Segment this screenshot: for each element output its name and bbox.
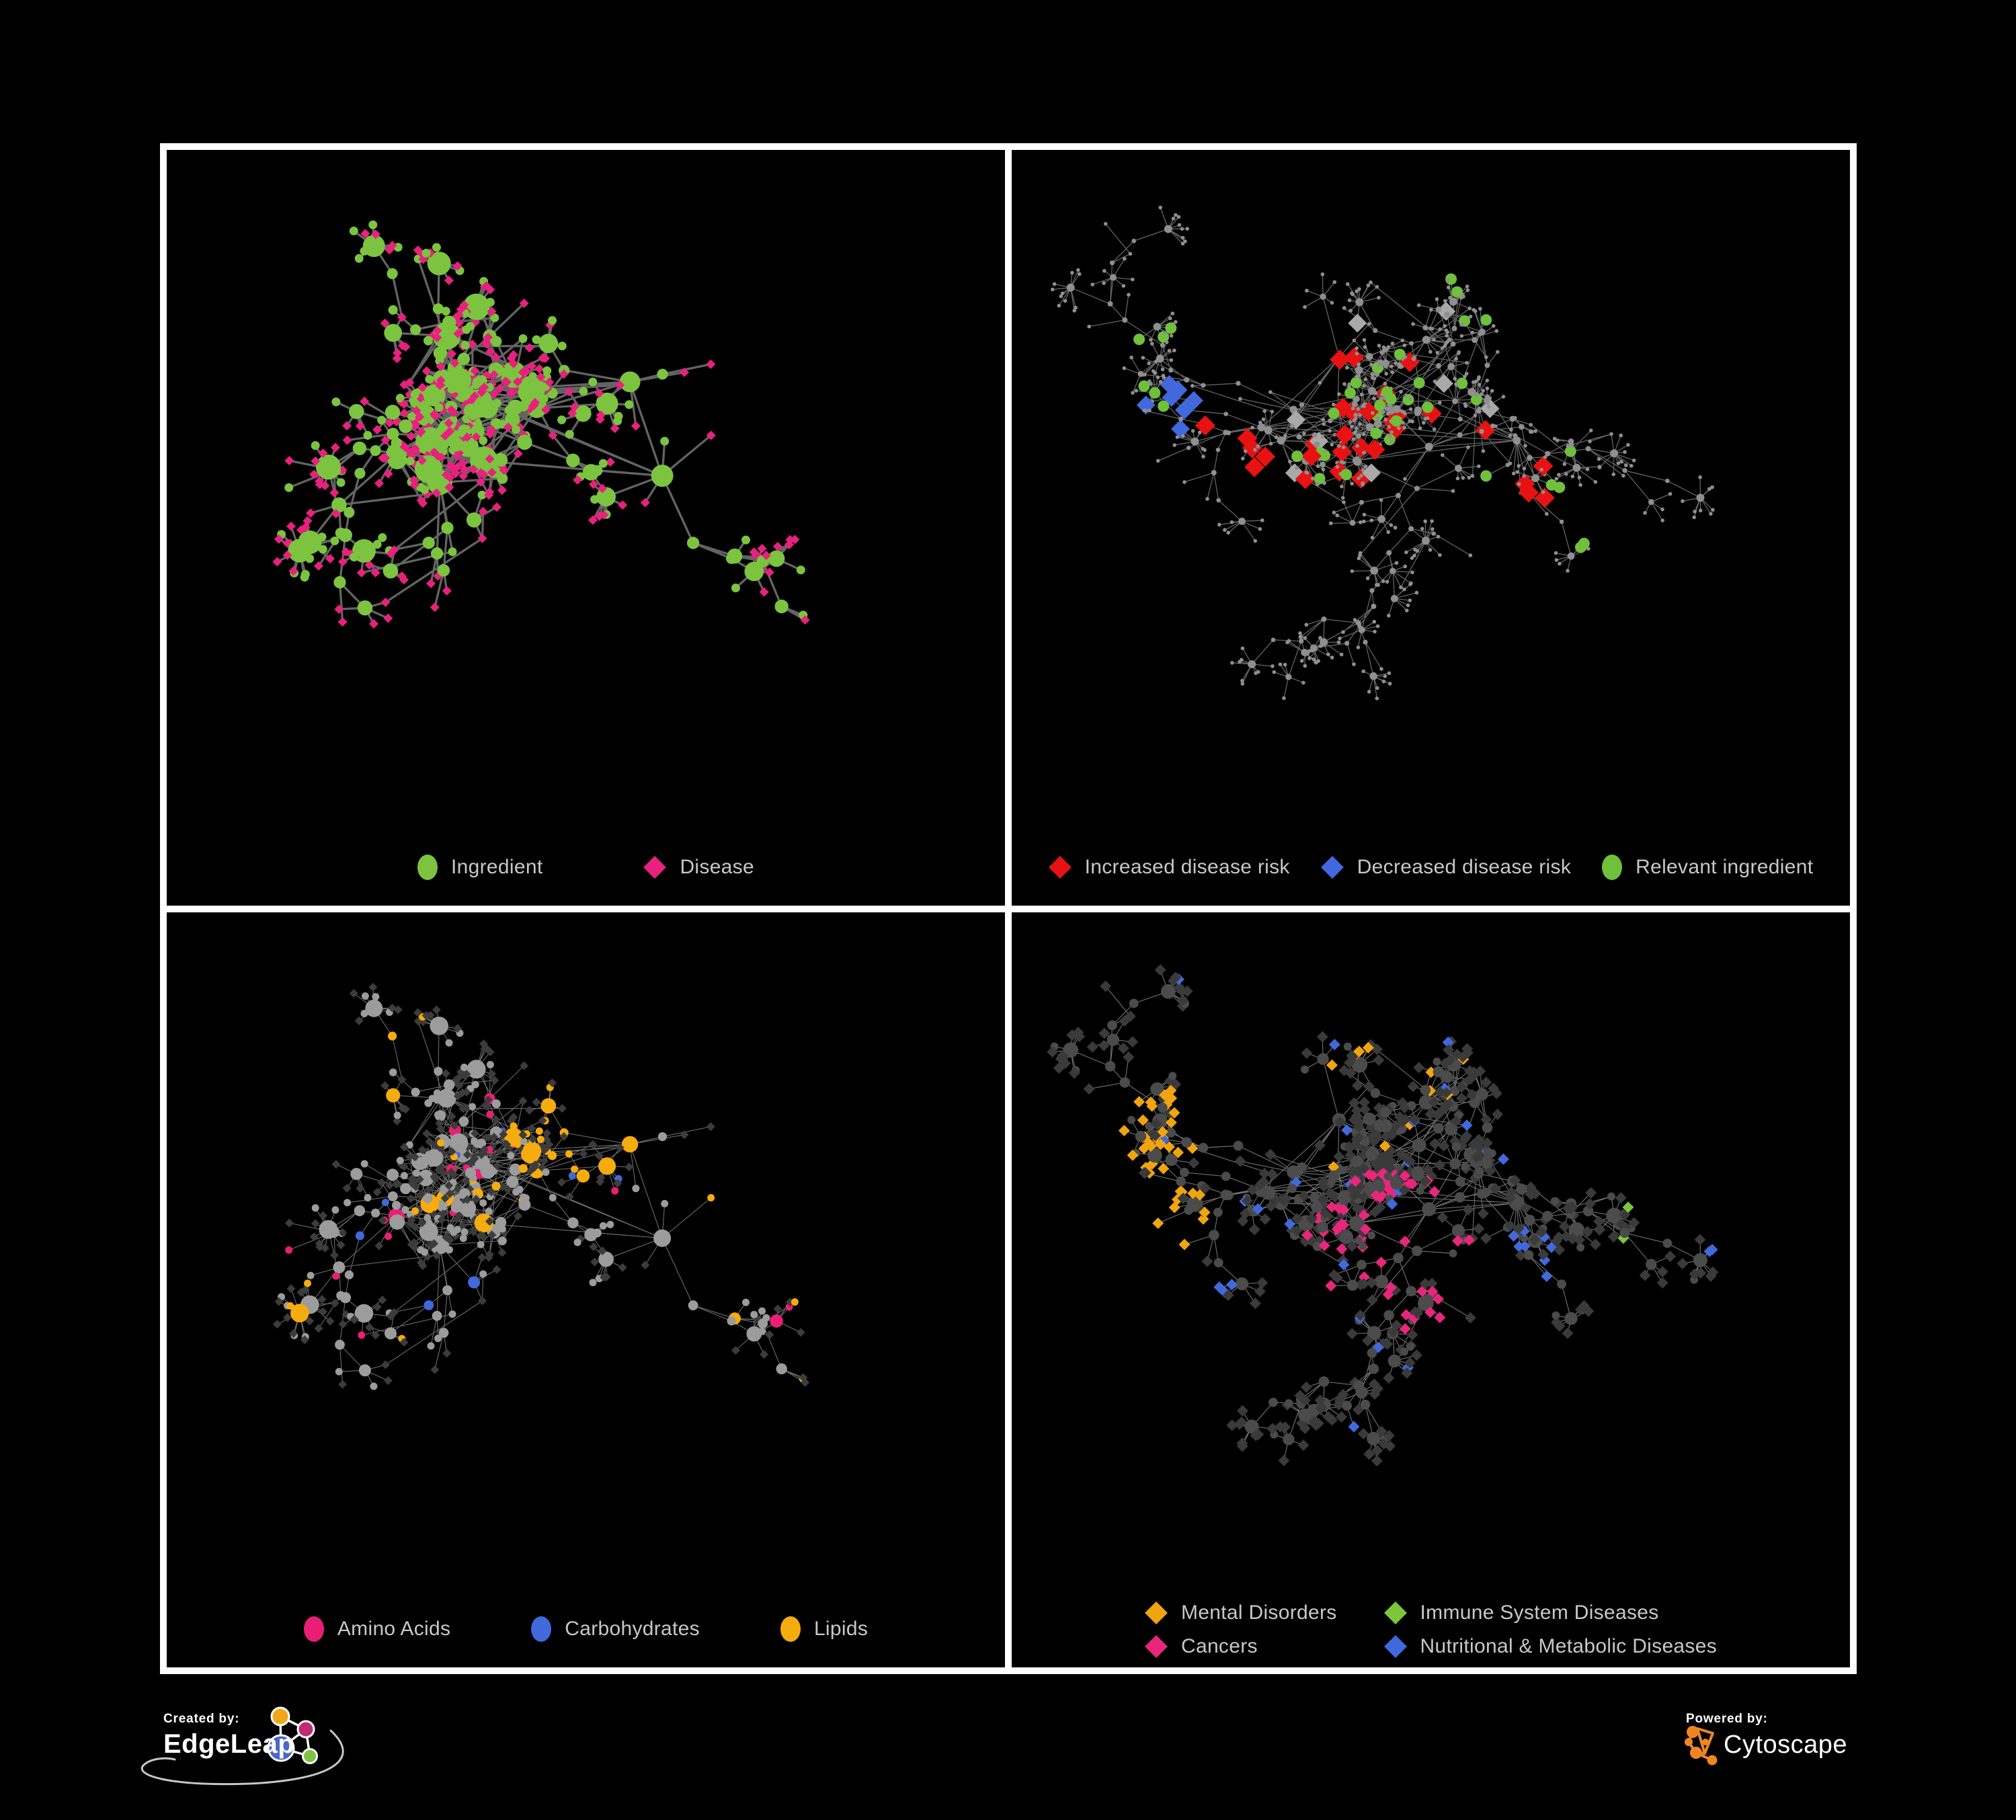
edgeleap-logo: [140, 1706, 344, 1786]
carbohydrates-circle-icon: [531, 1616, 552, 1642]
legend-item-cancers: Cancers: [1145, 1635, 1258, 1658]
cancers-diamond-icon: [1145, 1635, 1168, 1658]
edgeleap-swoosh: [140, 1729, 344, 1786]
nutritional-metabolic-diamond-icon: [1383, 1635, 1407, 1658]
network-graph-nutrient-classes: [272, 982, 810, 1390]
increased-risk-diamond-icon: [1048, 855, 1072, 879]
legend-item-relevant-ingredient: Relevant ingredient: [1602, 854, 1814, 880]
legend-disease-risk: Increased disease risk Decreased disease…: [1012, 854, 1850, 880]
legend-item-nutritional-metabolic: Nutritional & Metabolic Diseases: [1383, 1635, 1717, 1658]
legend-label: Cancers: [1181, 1635, 1258, 1657]
edgeleap-node-blue: [267, 1734, 295, 1762]
legend-label: Immune System Diseases: [1420, 1601, 1659, 1624]
mental-disorders-diamond-icon: [1145, 1601, 1168, 1624]
legend-label: Increased disease risk: [1084, 855, 1290, 878]
legend-item-decreased-risk: Decreased disease risk: [1320, 855, 1572, 879]
created-by-label: Created by:: [163, 1712, 240, 1726]
legend-ingredient-disease: Ingredient Disease: [167, 854, 1005, 880]
amino-acids-circle-icon: [303, 1616, 324, 1642]
legend-label: Relevant ingredient: [1636, 855, 1814, 878]
disease-diamond-icon: [643, 855, 667, 879]
panel-grid: Ingredient Disease Increased disease ris…: [160, 143, 1857, 1674]
legend-label: Nutritional & Metabolic Diseases: [1420, 1635, 1717, 1657]
legend-item-disease: Disease: [643, 856, 754, 879]
panel-disease-categories: Mental Disorders Immune System Diseases …: [1012, 912, 1850, 1667]
legend-disease-categories: Mental Disorders Immune System Diseases …: [1012, 1601, 1850, 1658]
network-graph-disease-risk: [1050, 205, 1715, 701]
decreased-risk-diamond-icon: [1320, 855, 1344, 879]
network-graph-disease-categories: [1047, 963, 1719, 1466]
network-graph-ingredient-disease: [272, 220, 810, 629]
legend-item-mental-disorders: Mental Disorders: [1145, 1601, 1337, 1624]
relevant-ingredient-circle-icon: [1602, 854, 1623, 880]
legend-nutrient-classes: Amino Acids Carbohydrates Lipids: [167, 1616, 1005, 1642]
edgeleap-node-magenta: [296, 1720, 315, 1739]
legend-item-carbohydrates: Carbohydrates: [531, 1616, 700, 1642]
legend-label: Carbohydrates: [565, 1618, 700, 1640]
panel-disease-risk: Increased disease risk Decreased disease…: [1012, 150, 1850, 906]
edgeleap-wordmark: EdgeLeap: [163, 1729, 295, 1759]
panel-ingredient-disease: Ingredient Disease: [167, 150, 1005, 906]
immune-diseases-diamond-icon: [1383, 1601, 1407, 1624]
legend-item-increased-risk: Increased disease risk: [1048, 855, 1290, 879]
powered-by-label: Powered by:: [1686, 1712, 1768, 1726]
lipids-circle-icon: [780, 1616, 801, 1642]
legend-item-immune-diseases: Immune System Diseases: [1383, 1601, 1659, 1624]
legend-item-ingredient: Ingredient: [417, 854, 543, 880]
legend-label: Disease: [680, 855, 754, 878]
legend-label: Decreased disease risk: [1357, 855, 1572, 878]
cytoscape-wordmark: Cytoscape: [1724, 1731, 1848, 1759]
legend-item-amino-acids: Amino Acids: [303, 1616, 451, 1642]
legend-label: Ingredient: [451, 855, 543, 878]
edgeleap-node-orange: [270, 1706, 290, 1727]
legend-label: Mental Disorders: [1181, 1601, 1337, 1624]
panel-nutrient-classes: Amino Acids Carbohydrates Lipids: [167, 912, 1005, 1667]
legend-label: Amino Acids: [337, 1618, 451, 1640]
ingredient-circle-icon: [417, 854, 438, 880]
legend-item-lipids: Lipids: [780, 1616, 868, 1642]
cytoscape-icon: [1685, 1726, 1718, 1766]
legend-label: Lipids: [813, 1618, 869, 1640]
edgeleap-node-green: [302, 1748, 318, 1764]
